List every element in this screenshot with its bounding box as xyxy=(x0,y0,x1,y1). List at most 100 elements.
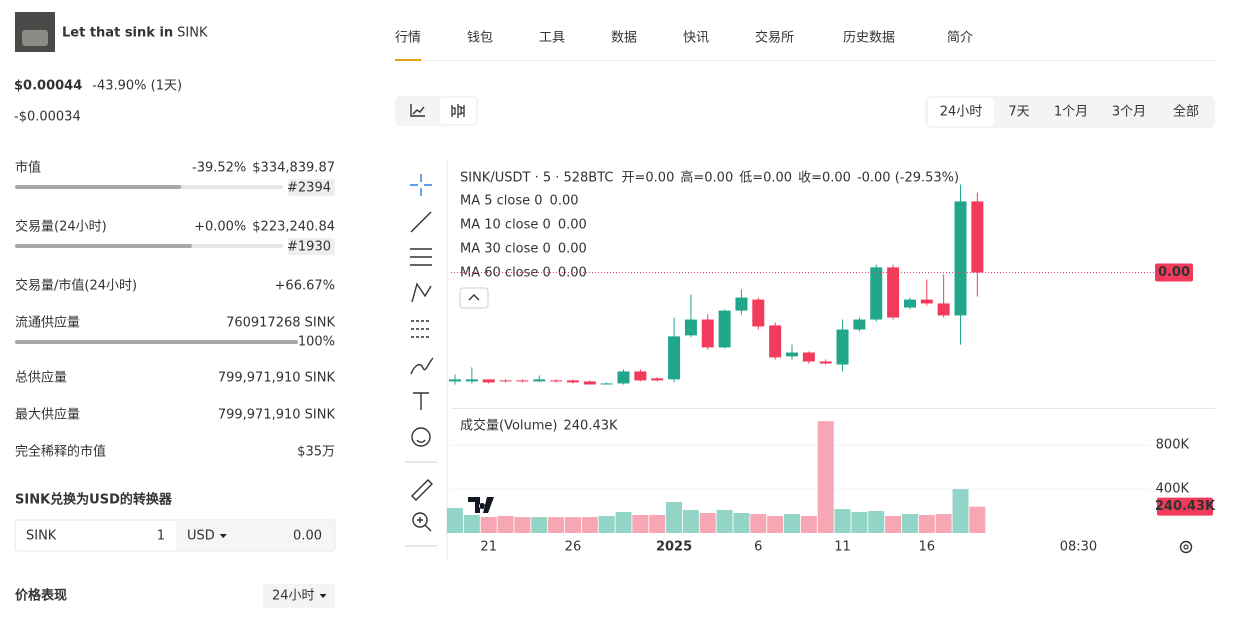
volume-tag xyxy=(1157,497,1213,516)
tab[interactable]: 数据 xyxy=(611,31,637,46)
candle-body xyxy=(752,299,765,327)
period-select[interactable] xyxy=(263,584,335,608)
ma-value: 0.00 xyxy=(550,194,579,209)
last-price-label: 0.00 xyxy=(1158,265,1190,280)
line-view-icon[interactable] xyxy=(410,104,425,117)
stat-label: 最大供应量 xyxy=(15,407,80,423)
range-active xyxy=(928,98,994,126)
text-icon[interactable] xyxy=(413,392,429,410)
candle-body xyxy=(853,319,866,330)
stat-value: $223,240.84 xyxy=(252,220,335,235)
volume-bar xyxy=(784,514,800,533)
ohlc-label: 开= xyxy=(622,171,646,186)
candle-body xyxy=(903,299,916,308)
progress-label: 100% xyxy=(298,335,335,350)
pattern-icon[interactable] xyxy=(411,282,432,303)
emoji-icon[interactable] xyxy=(411,427,431,447)
price-change-abs: -$0.00034 xyxy=(14,110,81,125)
candle-body xyxy=(600,383,613,385)
converter-result: 0.00 xyxy=(293,529,322,544)
stat-change: +0.00% xyxy=(194,220,246,235)
candle-body xyxy=(920,299,933,304)
candle-body xyxy=(836,329,849,365)
brush-icon[interactable] xyxy=(410,357,434,375)
volume-bar xyxy=(548,517,565,533)
collapse-button[interactable] xyxy=(459,287,489,309)
stat-label: 流通供应量 xyxy=(15,315,80,331)
volume-bar xyxy=(531,517,548,533)
candle-body xyxy=(651,378,664,381)
volume-bar xyxy=(699,513,716,533)
x-tick-label: 2025 xyxy=(656,540,692,555)
stat-label: 总供应量 xyxy=(15,370,67,386)
stat-value: 799,971,910 SINK xyxy=(218,408,336,423)
volume-tick-label: 400K xyxy=(1156,482,1190,497)
ma-value: 0.00 xyxy=(558,218,587,233)
x-tick-label: 08:30 xyxy=(1060,540,1097,555)
volume-bar xyxy=(480,517,497,533)
candle-body xyxy=(718,310,731,348)
tab[interactable]: 交易所 xyxy=(755,30,794,46)
stat-label: 交易量(24小时) xyxy=(15,219,107,235)
volume-bar xyxy=(969,506,986,533)
tab[interactable]: 工具 xyxy=(539,31,565,46)
dropdown-caret[interactable] xyxy=(219,534,227,538)
stat-label: 市值 xyxy=(15,160,41,176)
candle-body xyxy=(482,379,495,383)
tab[interactable]: 简介 xyxy=(947,30,973,46)
stat-value: 799,971,910 SINK xyxy=(218,371,336,386)
price: $0.00044 xyxy=(14,79,82,94)
coin-symbol: SINK xyxy=(177,26,208,41)
ohlc-label: 收= xyxy=(798,171,822,186)
range-option[interactable]: 1个月 xyxy=(1054,105,1088,120)
candle-body xyxy=(634,371,647,381)
ma-value: 0.00 xyxy=(558,266,587,281)
stat-value: $35万 xyxy=(297,445,335,460)
volume-bar xyxy=(935,514,952,533)
candle-body xyxy=(465,379,478,382)
tab[interactable]: 行情 xyxy=(395,31,421,46)
tab[interactable]: 历史数据 xyxy=(843,31,895,46)
tab[interactable]: 钱包 xyxy=(467,31,493,46)
volume-tag-label: 240.43K xyxy=(1155,499,1216,514)
zoom-icon[interactable] xyxy=(412,512,428,528)
converter-from: SINK xyxy=(26,529,57,544)
candle-body xyxy=(701,319,714,348)
ma-label: MA 5 close 0 xyxy=(460,194,543,209)
range-option[interactable]: 全部 xyxy=(1173,104,1199,120)
range-option[interactable]: 3个月 xyxy=(1112,105,1146,120)
volume-bar xyxy=(918,514,935,533)
volume-bar xyxy=(497,515,514,533)
last-price-tag xyxy=(1155,263,1193,282)
converter-currency xyxy=(176,521,334,550)
settings-icon[interactable] xyxy=(1179,540,1193,554)
volume-bar xyxy=(851,512,868,533)
candle-body xyxy=(802,352,815,362)
volume-bar xyxy=(733,513,750,533)
ma-label: MA 60 close 0 xyxy=(460,266,551,281)
volume-bar xyxy=(817,421,834,533)
x-tick-label: 6 xyxy=(754,540,762,555)
lines-icon[interactable] xyxy=(410,248,432,266)
volume-bar xyxy=(901,514,918,533)
ohlc-value: 0.00 xyxy=(763,171,792,186)
volume-bar xyxy=(885,515,902,533)
crosshair-icon[interactable] xyxy=(410,174,432,196)
candle-body xyxy=(684,319,697,336)
volume-bar xyxy=(952,489,969,533)
trendline-icon[interactable] xyxy=(410,211,432,233)
emoji-mouth xyxy=(416,439,426,443)
rank-badge xyxy=(288,238,335,255)
stat-label: 完全稀释的市值 xyxy=(15,444,106,460)
candle-body xyxy=(786,352,798,357)
range-option[interactable]: 7天 xyxy=(1008,105,1029,120)
dropdown-caret xyxy=(319,594,327,598)
stat-value: +66.67% xyxy=(275,279,335,294)
range-option[interactable]: 24小时 xyxy=(940,105,983,120)
progress-fill xyxy=(15,340,298,344)
ruler-icon[interactable] xyxy=(411,479,433,501)
fib-icon[interactable] xyxy=(411,320,431,338)
coin-name: Let that sink in xyxy=(62,26,173,41)
tab[interactable]: 快讯 xyxy=(683,31,709,46)
